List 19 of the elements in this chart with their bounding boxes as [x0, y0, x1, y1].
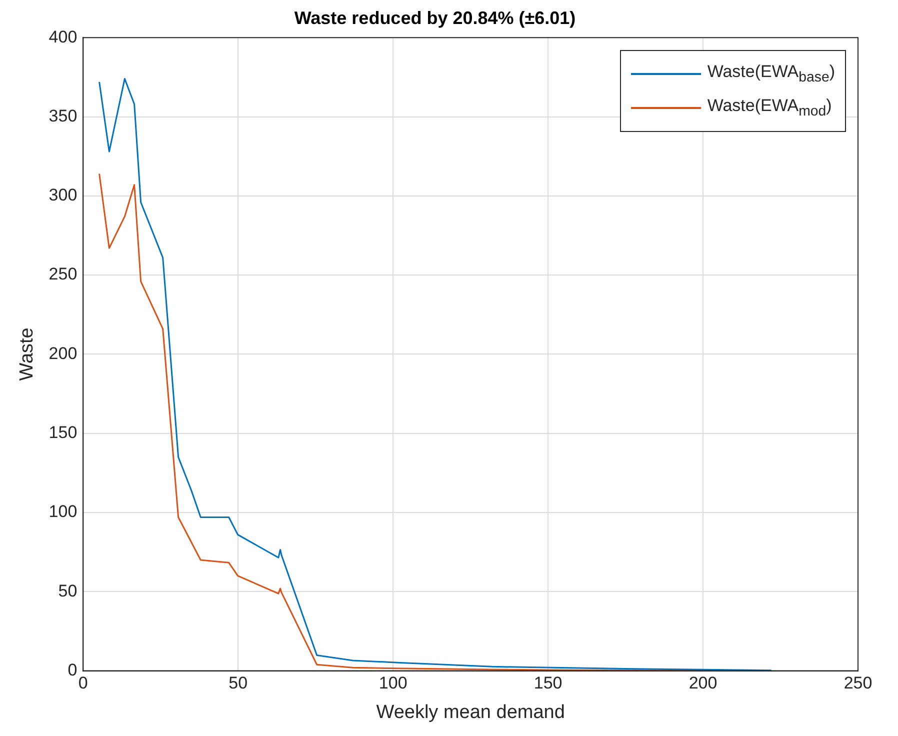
y-axis-title: Waste	[16, 328, 38, 381]
x-tick-label: 100	[378, 674, 408, 693]
x-tick-label: 150	[534, 674, 562, 693]
y-tick-label: 200	[48, 344, 78, 363]
y-tick-label: 250	[48, 264, 78, 284]
y-tick-label: 100	[48, 502, 78, 522]
x-axis-title: Weekly mean demand	[376, 702, 565, 723]
chart-title: Waste reduced by 20.84% (±6.01)	[294, 8, 576, 28]
legend-label: Waste(EWA$_{base}$)	[707, 62, 835, 86]
y-tick-label: 400	[48, 27, 78, 46]
y-tick-label: 350	[48, 106, 78, 126]
x-tick-label: 250	[844, 674, 872, 693]
y-tick-label: 0	[68, 660, 78, 680]
y-tick-label: 150	[48, 423, 78, 442]
legend-label: Waste(EWA$_{mod}$)	[707, 96, 832, 120]
x-tick-label: 50	[228, 674, 248, 693]
y-tick-label: 300	[48, 186, 78, 205]
x-tick-label: 200	[688, 674, 718, 693]
y-tick-label: 50	[58, 581, 78, 600]
